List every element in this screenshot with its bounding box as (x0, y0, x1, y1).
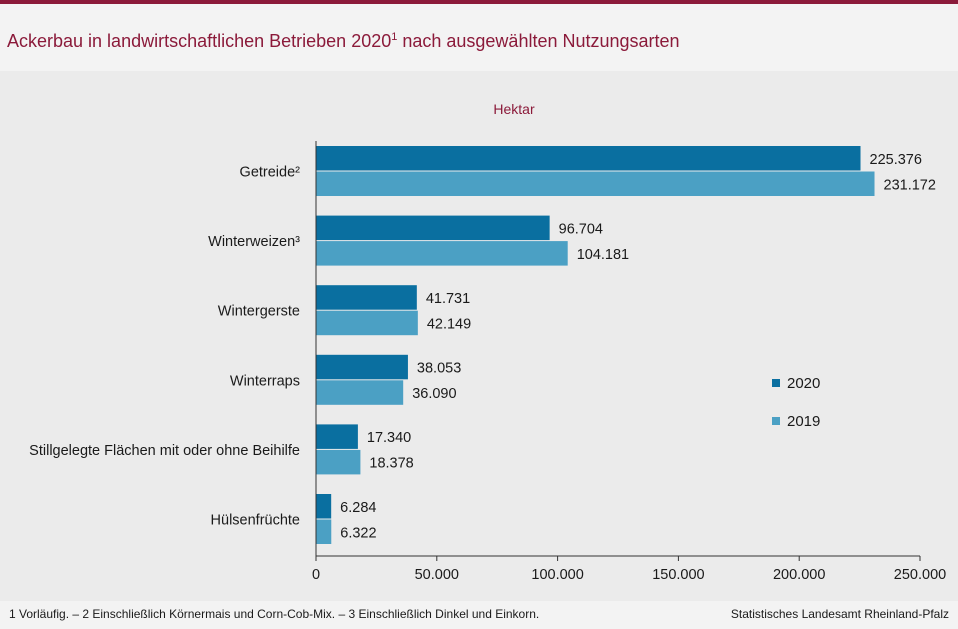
chart-area: Hektar Getreide² 225.376 231.172 Winterweize… (0, 71, 958, 601)
legend-swatch-2020 (772, 379, 780, 387)
x-tick-label: 200.000 (773, 567, 825, 583)
title-bar: Ackerbau in landwirtschaftlichen Betrieb… (0, 4, 958, 71)
bar-2020 (316, 424, 358, 449)
x-tick-label: 100.000 (531, 567, 583, 583)
unit-label: Hektar (493, 101, 535, 117)
bar-2019 (316, 171, 875, 196)
top-rule (0, 0, 958, 4)
data-label: 6.322 (340, 525, 376, 541)
bar-2019 (316, 380, 404, 405)
data-label: 6.284 (340, 500, 376, 516)
bar-2020 (316, 494, 332, 519)
category-label: Getreide² (240, 165, 301, 181)
bar-2020 (316, 146, 861, 171)
data-label: 38.053 (417, 361, 461, 377)
x-tick-label: 0 (312, 567, 320, 583)
category-label: Winterraps (230, 373, 300, 389)
data-label: 41.731 (426, 291, 470, 307)
data-label: 231.172 (884, 177, 936, 193)
bar-chart: Hektar Getreide² 225.376 231.172 Winterweize… (29, 101, 946, 583)
bar-2019 (316, 241, 568, 266)
footer: 1 Vorläufig. – 2 Einschließlich Körnerma… (0, 601, 958, 629)
bar-2019 (316, 449, 361, 475)
bar-2019 (316, 310, 418, 336)
category-label: Wintergerste (218, 304, 300, 320)
legend-label-2019: 2019 (787, 413, 820, 430)
title-footnote-mark: 1 (391, 31, 398, 43)
legend-swatch-2019 (772, 417, 780, 425)
category-label: Hülsenfrüchte (211, 513, 300, 529)
footnotes: 1 Vorläufig. – 2 Einschließlich Körnerma… (9, 607, 540, 621)
data-label: 42.149 (427, 316, 471, 332)
x-tick-label: 50.000 (415, 567, 459, 583)
bar-2020 (316, 285, 417, 310)
source-credit: Statistisches Landesamt Rheinland-Pfalz (730, 607, 949, 621)
data-label: 96.704 (559, 221, 603, 237)
bar-2020 (316, 215, 550, 241)
x-tick-label: 250.000 (894, 567, 946, 583)
chart-title: Ackerbau in landwirtschaftlichen Betrieb… (7, 31, 680, 51)
data-label: 18.378 (369, 456, 413, 472)
category-label: Stillgelegte Flächen mit oder ohne Beihi… (29, 443, 300, 459)
legend-label-2020: 2020 (787, 375, 820, 392)
data-label: 36.090 (412, 386, 456, 402)
data-label: 17.340 (367, 430, 411, 446)
data-label: 225.376 (870, 152, 922, 168)
data-label: 104.181 (577, 247, 629, 263)
x-tick-label: 150.000 (652, 567, 704, 583)
category-label: Winterweizen³ (208, 234, 300, 250)
bar-2020 (316, 354, 408, 380)
bar-2019 (316, 519, 332, 544)
